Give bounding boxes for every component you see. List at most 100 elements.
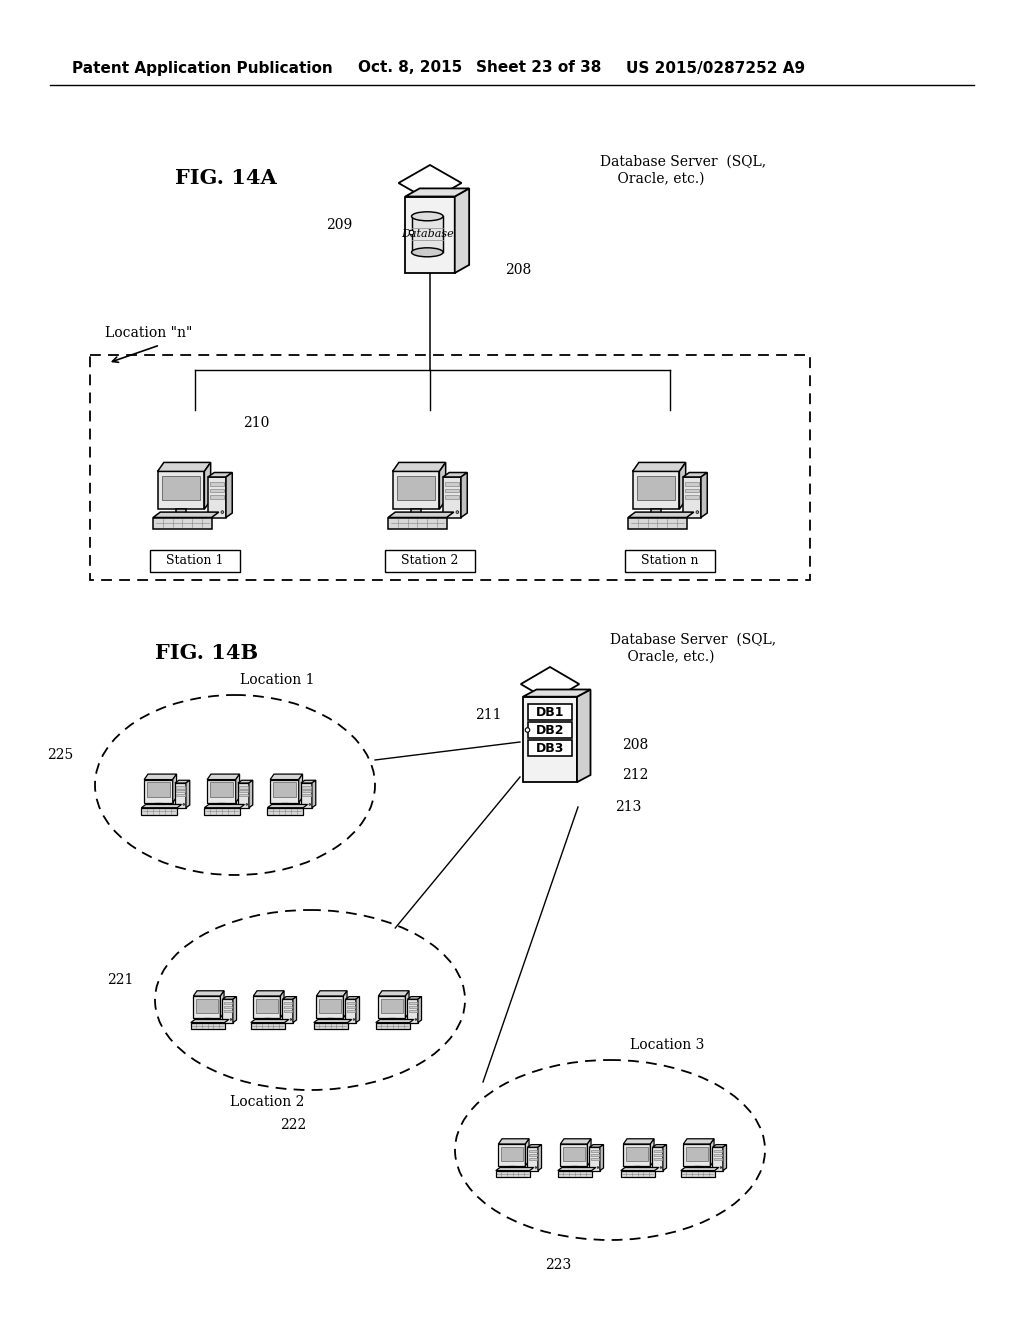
Polygon shape <box>345 997 359 999</box>
Bar <box>284 1006 292 1008</box>
Bar <box>389 1018 395 1023</box>
Bar <box>528 722 571 738</box>
Bar <box>591 1158 599 1160</box>
Polygon shape <box>628 512 694 517</box>
Bar <box>683 477 701 517</box>
Circle shape <box>660 1167 662 1168</box>
Polygon shape <box>196 998 218 1012</box>
Polygon shape <box>144 780 173 803</box>
Bar <box>685 488 699 492</box>
Bar <box>222 999 232 1023</box>
Polygon shape <box>186 780 189 808</box>
Text: Database: Database <box>401 230 454 239</box>
Circle shape <box>525 727 529 733</box>
Polygon shape <box>175 780 189 783</box>
Bar <box>223 1006 231 1008</box>
Circle shape <box>221 511 223 513</box>
Bar <box>590 1147 600 1171</box>
Bar <box>714 1150 722 1152</box>
Bar <box>302 795 311 796</box>
Bar <box>239 795 248 796</box>
Polygon shape <box>679 462 686 510</box>
Bar <box>267 808 303 814</box>
Text: Database Server  (SQL,
    Oracle, etc.): Database Server (SQL, Oracle, etc.) <box>600 154 766 185</box>
Bar <box>528 741 571 756</box>
Polygon shape <box>267 804 307 808</box>
Text: Station n: Station n <box>641 554 698 568</box>
Polygon shape <box>408 997 422 999</box>
Polygon shape <box>293 997 297 1023</box>
Bar <box>621 1171 654 1177</box>
Bar <box>165 519 198 524</box>
Bar <box>687 1171 707 1173</box>
Bar <box>509 1166 515 1171</box>
Circle shape <box>456 511 459 513</box>
Text: DB3: DB3 <box>536 742 564 755</box>
Bar <box>204 1018 210 1023</box>
Polygon shape <box>563 1147 585 1160</box>
Text: 222: 222 <box>280 1118 306 1133</box>
Bar <box>346 1006 355 1008</box>
Text: Patent Application Publication: Patent Application Publication <box>72 61 333 75</box>
Bar <box>302 787 311 788</box>
Bar <box>714 1158 722 1160</box>
Bar <box>652 1147 663 1171</box>
Polygon shape <box>318 998 341 1012</box>
Bar <box>148 808 168 812</box>
Bar <box>528 1158 537 1160</box>
Polygon shape <box>253 991 284 997</box>
Polygon shape <box>281 991 284 1018</box>
Bar <box>634 1166 640 1171</box>
Bar <box>640 519 673 524</box>
Polygon shape <box>144 774 176 780</box>
Bar <box>653 1154 662 1156</box>
Bar <box>628 517 686 529</box>
Polygon shape <box>207 774 240 780</box>
Polygon shape <box>205 462 211 510</box>
Polygon shape <box>527 1144 542 1147</box>
Polygon shape <box>301 780 315 783</box>
Bar <box>284 1010 292 1011</box>
Bar <box>409 1002 417 1005</box>
Bar <box>190 1023 224 1030</box>
Polygon shape <box>379 991 409 997</box>
Bar <box>681 1171 715 1177</box>
Bar <box>264 1018 270 1023</box>
Polygon shape <box>501 1147 523 1160</box>
Bar <box>685 482 699 486</box>
Bar <box>208 477 226 517</box>
Bar <box>345 999 356 1023</box>
Circle shape <box>183 804 184 805</box>
Polygon shape <box>499 1139 529 1144</box>
Polygon shape <box>637 477 675 500</box>
Bar <box>283 999 293 1023</box>
Bar <box>150 550 240 572</box>
Polygon shape <box>560 1144 588 1166</box>
Bar <box>210 495 224 499</box>
Bar <box>239 791 248 792</box>
Bar <box>155 803 162 808</box>
Polygon shape <box>590 1144 603 1147</box>
Circle shape <box>720 1167 722 1168</box>
Bar <box>528 704 571 721</box>
Polygon shape <box>681 1167 719 1171</box>
Polygon shape <box>713 1144 727 1147</box>
Polygon shape <box>621 1167 658 1171</box>
Bar <box>302 791 311 792</box>
Polygon shape <box>683 473 708 477</box>
Text: Oct. 8, 2015: Oct. 8, 2015 <box>358 61 462 75</box>
Polygon shape <box>208 473 232 477</box>
Polygon shape <box>376 1019 414 1023</box>
Bar <box>238 783 249 808</box>
Bar <box>527 1147 538 1171</box>
Text: 223: 223 <box>545 1258 571 1272</box>
Polygon shape <box>701 473 708 517</box>
Polygon shape <box>577 689 591 783</box>
Text: 210: 210 <box>243 416 269 430</box>
Polygon shape <box>158 462 211 471</box>
Polygon shape <box>313 1019 351 1023</box>
Bar <box>223 1010 231 1011</box>
Polygon shape <box>525 1139 529 1166</box>
Bar <box>625 550 715 572</box>
Polygon shape <box>270 780 299 803</box>
